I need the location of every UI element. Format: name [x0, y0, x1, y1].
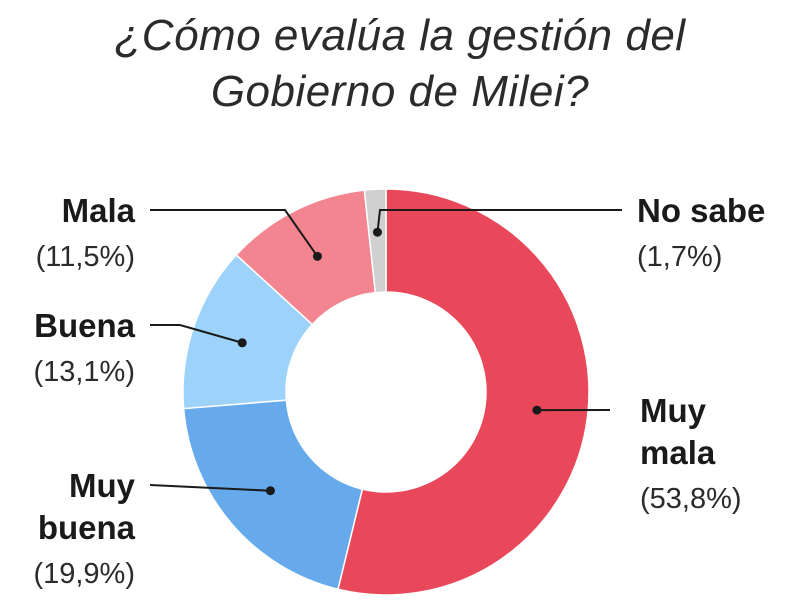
- title-line-1: ¿Cómo evalúa la gestión del: [114, 11, 686, 60]
- label-mala: Mala: [62, 192, 136, 229]
- leader-dot-no-sabe: [372, 227, 382, 237]
- label-buena: Buena: [34, 307, 136, 344]
- leader-dot-buena: [237, 338, 247, 348]
- leader-dot-muy-mala: [532, 405, 542, 415]
- label-muy-mala-line-2: mala: [640, 434, 716, 471]
- label-no-sabe: No sabe: [637, 192, 765, 229]
- chart-title: ¿Cómo evalúa la gestión del Gobierno de …: [0, 8, 800, 120]
- leader-line-no-sabe: [376, 209, 622, 233]
- leader-dot-muy-buena: [265, 486, 275, 496]
- leader-line-mala: [150, 209, 319, 257]
- slice-buena: [182, 253, 314, 410]
- value-label-no-sabe: (1,7%): [637, 241, 722, 273]
- slice-muy-buena: [182, 399, 364, 591]
- value-label-muy-mala: (53,8%): [640, 483, 742, 515]
- slice-muy-mala: [337, 188, 590, 596]
- leader-line-muy-buena: [149, 484, 271, 492]
- slice-no-sabe: [363, 188, 387, 294]
- value-label-buena: (13,1%): [33, 356, 135, 388]
- value-label-mala: (11,5%): [36, 241, 135, 273]
- value-label-muy-buena: (19,9%): [33, 558, 135, 590]
- title-line-2: Gobierno de Milei?: [210, 67, 590, 116]
- label-muy-mala-line-1: Muy: [640, 392, 707, 429]
- leader-dot-mala: [312, 251, 322, 261]
- label-muy-buena-line-1: Muy: [69, 467, 136, 504]
- label-muy-buena-line-2: buena: [38, 509, 136, 546]
- leader-line-buena: [150, 324, 243, 344]
